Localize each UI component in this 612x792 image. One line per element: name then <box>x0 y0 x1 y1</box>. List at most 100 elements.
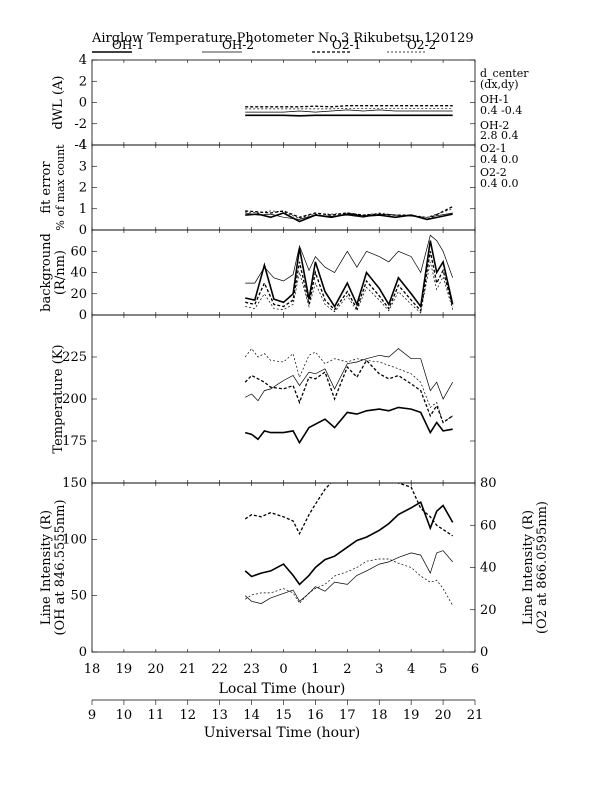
y-tick-label: 200 <box>62 392 87 407</box>
side-subheading: (dx,dy) <box>480 78 519 91</box>
ut-tick-label: 21 <box>467 708 484 723</box>
panel-fit_error: 0 1 2 3 4 fit error% of max count <box>39 138 476 238</box>
local-time-tick-label: 5 <box>439 662 447 677</box>
y-axis-label: background <box>39 233 54 312</box>
ut-tick-label: 19 <box>403 708 420 723</box>
series-fit_error-o2-2 <box>245 208 453 219</box>
series-temperature-o2-2 <box>244 348 453 424</box>
y-axis-label-2: (OH at 846.5555nm) <box>53 499 68 635</box>
chart-panels: -4 -2 0 2 4 dWL (A) 0 1 2 3 4 fit error% of max cou… <box>39 53 550 660</box>
ut-tick-label: 17 <box>339 708 356 723</box>
legend-label-oh-1: OH-1 <box>112 38 144 52</box>
universal-time-label: Universal Time (hour) <box>204 725 361 741</box>
panel-frame <box>91 314 476 484</box>
series-line_intensity-oh-2 <box>244 550 453 604</box>
y-tick-label: -2 <box>74 117 87 132</box>
y-tick-label: 2 <box>79 181 87 196</box>
y-tick-label: 0 <box>79 308 87 323</box>
ut-tick-label: 14 <box>243 708 260 723</box>
local-time-tick-label: 19 <box>116 662 133 677</box>
legend-label-o2-1: O2-1 <box>332 38 361 52</box>
y-tick-label: -4 <box>74 138 87 153</box>
local-time-tick-label: 18 <box>84 662 101 677</box>
y2-tick-label: 60 <box>480 518 497 533</box>
y-axis-label: Line Intensity (R) <box>39 510 54 625</box>
ut-tick-label: 16 <box>307 708 324 723</box>
y-tick-label: 4 <box>79 53 87 68</box>
y2-tick-label: 0 <box>480 645 488 660</box>
local-time-tick-label: 22 <box>211 662 228 677</box>
legend-label-oh-2: OH-2 <box>222 38 254 52</box>
y-tick-label: 0 <box>79 96 87 111</box>
local-time-tick-label: 23 <box>243 662 260 677</box>
y-axis-label-2: % of max count <box>54 144 67 231</box>
series-background-oh-2 <box>245 234 454 284</box>
y-axis-label: Temperature (K) <box>51 344 66 453</box>
time-axes: 18 19 20 21 22 23 0 1 2 3 4 5 69 10 11 12 13 14 15 16 17 18 19… <box>84 662 484 723</box>
series-dwl-o2-2 <box>245 107 453 110</box>
side-info: d_center(dx,dy)OH-10.4 -0.4OH-22.8 0.4O2… <box>480 67 529 190</box>
series-dwl-oh-2 <box>245 109 453 113</box>
series-line_intensity-oh-1 <box>244 501 454 586</box>
y-tick-label: 20 <box>70 287 87 302</box>
y-tick-label: 0 <box>79 645 87 660</box>
figure-title: Airglow Temperature Photometer No.3 Riku… <box>91 31 474 46</box>
ut-tick-label: 10 <box>116 708 133 723</box>
ut-tick-label: 11 <box>148 708 165 723</box>
local-time-label: Local Time (hour) <box>219 681 346 697</box>
series-background-o2-1 <box>245 251 454 313</box>
local-time-tick-label: 2 <box>343 662 351 677</box>
ut-tick-label: 12 <box>179 708 196 723</box>
panel-dwl: -4 -2 0 2 4 dWL (A) <box>51 53 476 153</box>
panel-frame <box>91 482 476 653</box>
local-time-tick-label: 1 <box>311 662 319 677</box>
side-heading: d_center <box>480 67 529 80</box>
panel-background: 0 20 40 60 background (R/nm) <box>39 229 476 323</box>
legend-label-o2-2: O2-2 <box>407 38 436 52</box>
local-time-tick-label: 3 <box>375 662 383 677</box>
panel-frame <box>91 59 476 146</box>
y-tick-label: 2 <box>79 74 87 89</box>
local-time-tick-label: 4 <box>407 662 415 677</box>
local-time-tick-label: 0 <box>279 662 287 677</box>
y2-tick-label: 40 <box>480 561 497 576</box>
y-axis-label: fit error <box>39 161 54 214</box>
ut-tick-label: 20 <box>435 708 452 723</box>
y-tick-label: 225 <box>62 350 87 365</box>
y2-axis-label: Line Intensity (R) <box>521 510 536 625</box>
y2-tick-label: 20 <box>480 603 497 618</box>
series-temperature-o2-1 <box>244 359 454 424</box>
y-tick-label: 3 <box>79 159 87 174</box>
y-tick-label: 4 <box>79 138 87 153</box>
y-axis-label-2: (R/nm) <box>53 250 68 295</box>
ut-tick-label: 15 <box>275 708 292 723</box>
legend: OH-1 OH-2 O2-1 O2-2 <box>92 38 436 53</box>
series-fit_error-oh-2 <box>245 212 453 220</box>
y-tick-label: 100 <box>62 532 87 547</box>
y-tick-label: 0 <box>79 223 87 238</box>
y2-tick-label: 80 <box>480 476 497 491</box>
series-dwl-oh-1 <box>245 114 453 117</box>
series-line_intensity-o2-1 <box>244 483 454 537</box>
series-temperature-oh-2 <box>245 348 454 402</box>
y-tick-label: 50 <box>70 589 87 604</box>
local-time-tick-label: 21 <box>179 662 196 677</box>
series-dwl-o2-1 <box>245 105 453 108</box>
series-line_intensity-o2-2 <box>245 558 454 606</box>
ut-tick-label: 13 <box>211 708 228 723</box>
side-entry-value: 0.4 0.0 <box>480 177 518 190</box>
side-entry-value: 2.8 0.4 <box>480 129 518 142</box>
y-tick-label: 40 <box>70 266 87 281</box>
series-temperature-oh-1 <box>244 406 453 445</box>
series-background-o2-2 <box>245 261 454 314</box>
side-entry-name: OH-1 <box>480 93 509 106</box>
y-tick-label: 1 <box>79 202 87 217</box>
side-entry-name: O2-2 <box>480 166 507 179</box>
local-time-tick-label: 6 <box>471 662 479 677</box>
side-entry-name: O2-1 <box>480 142 507 155</box>
side-entry-value: 0.4 -0.4 <box>480 104 522 117</box>
y-tick-label: 60 <box>70 244 87 259</box>
ut-tick-label: 9 <box>88 708 96 723</box>
